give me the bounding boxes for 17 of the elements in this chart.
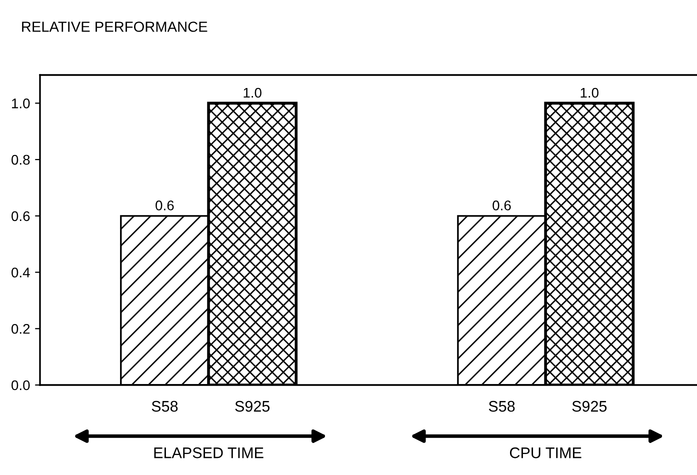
text: S925	[572, 400, 607, 412]
y-tick-label: 1.0	[12, 98, 30, 108]
x-tick-label: ELAPSED TIME	[154, 447, 264, 458]
data-label: 1.0	[580, 88, 598, 98]
x-tick-label: CPU TIME	[510, 447, 582, 458]
data-label: 1.0	[244, 88, 262, 98]
text: S58	[488, 400, 515, 412]
data-label: 0.6	[492, 200, 511, 210]
y-tick-label: 0.0	[12, 380, 30, 390]
y-tick-label: 0.2	[12, 324, 30, 334]
data-label: 0.6	[156, 200, 174, 210]
series-label: S58	[152, 400, 178, 412]
series-label: S925	[235, 400, 270, 412]
y-tick-label: 0.8	[12, 154, 30, 165]
y-axis-title: RELATIVE PERFORMANCE	[22, 22, 208, 32]
y-tick-label: 0.6	[12, 211, 30, 222]
y-tick-label: 0.4	[12, 268, 30, 278]
